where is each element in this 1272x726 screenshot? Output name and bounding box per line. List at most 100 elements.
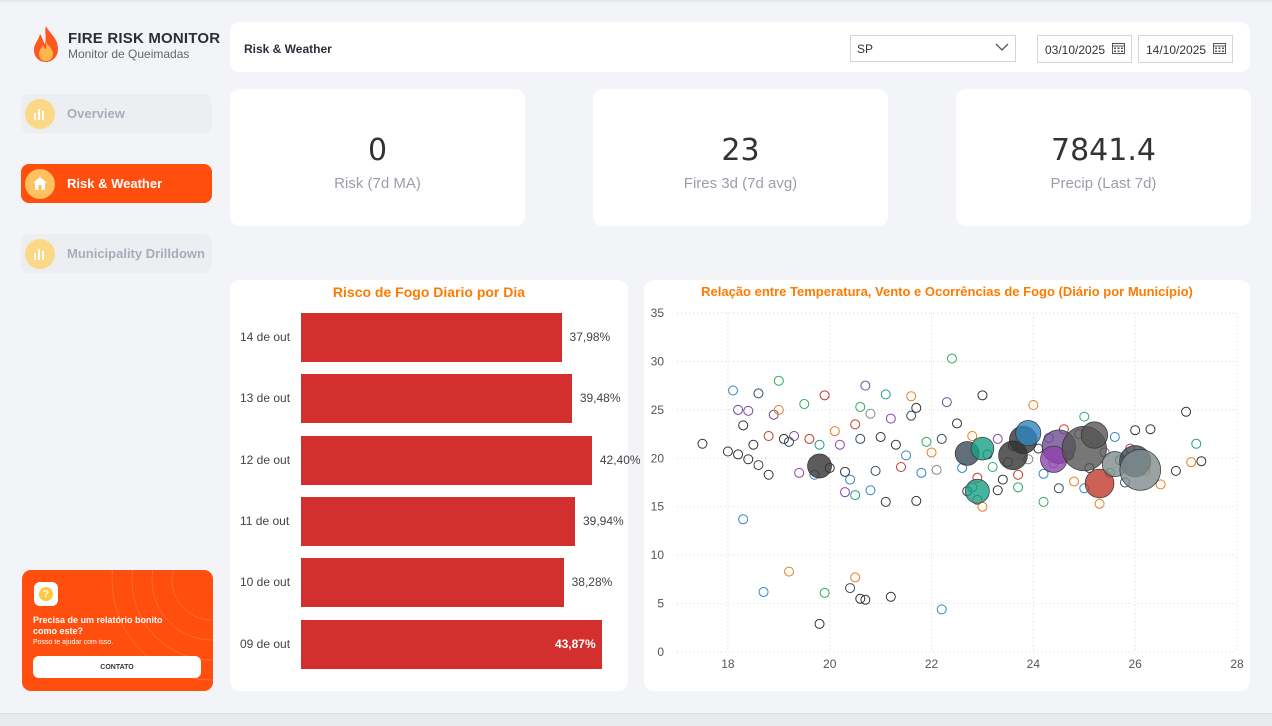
scatter-point[interactable]: [743, 454, 754, 465]
scatter-point[interactable]: [885, 591, 896, 602]
scatter-point[interactable]: [1094, 498, 1105, 509]
scatter-point[interactable]: [722, 446, 733, 457]
scatter-point[interactable]: [1155, 479, 1166, 490]
scatter-point[interactable]: [840, 466, 850, 477]
scatter-bubble[interactable]: [1084, 468, 1115, 499]
scatter-point[interactable]: [896, 462, 906, 473]
scatter-point[interactable]: [987, 462, 998, 473]
scatter-point[interactable]: [1130, 425, 1141, 436]
scatter-point[interactable]: [753, 460, 764, 471]
scatter-bubble[interactable]: [970, 436, 995, 461]
scatter-point[interactable]: [799, 399, 810, 410]
scatter-point[interactable]: [784, 566, 794, 577]
scatter-point[interactable]: [1109, 431, 1120, 442]
scatter-point[interactable]: [1013, 469, 1024, 480]
scatter-point[interactable]: [865, 408, 876, 419]
scatter-point[interactable]: [738, 420, 749, 431]
bar-mark[interactable]: [301, 313, 562, 362]
scatter-point[interactable]: [763, 431, 774, 442]
scatter-bubble[interactable]: [1080, 421, 1109, 449]
scatter-point[interactable]: [1191, 438, 1202, 449]
scatter-point[interactable]: [952, 418, 962, 429]
scatter-point[interactable]: [926, 447, 937, 458]
scatter-bubble[interactable]: [1119, 449, 1162, 491]
scatter-bubble[interactable]: [1015, 420, 1042, 447]
scatter-point[interactable]: [814, 439, 825, 450]
scatter-point[interactable]: [758, 586, 769, 597]
scatter-point[interactable]: [855, 401, 866, 412]
scatter-point[interactable]: [804, 433, 815, 444]
scatter-point[interactable]: [1186, 457, 1197, 468]
scatter-point[interactable]: [743, 405, 754, 416]
scatter-point[interactable]: [936, 604, 947, 615]
scatter-point[interactable]: [753, 388, 764, 399]
scatter-point[interactable]: [916, 467, 927, 478]
scatter-point[interactable]: [906, 391, 917, 402]
scatter-point[interactable]: [840, 487, 850, 498]
scatter-point[interactable]: [855, 433, 866, 444]
scatter-point[interactable]: [733, 449, 744, 460]
scatter-point[interactable]: [1038, 468, 1049, 479]
sidebar-item-risk-weather[interactable]: Risk & Weather: [21, 164, 212, 203]
scatter-point[interactable]: [784, 436, 794, 447]
scatter-point[interactable]: [845, 474, 856, 485]
sidebar-item-overview[interactable]: Overview: [21, 94, 212, 133]
scatter-point[interactable]: [829, 426, 840, 437]
scatter-point[interactable]: [773, 404, 784, 415]
scatter-point[interactable]: [855, 593, 866, 604]
bar-mark[interactable]: [301, 374, 572, 424]
scatter-point[interactable]: [911, 495, 922, 506]
scatter-point[interactable]: [1038, 496, 1049, 507]
scatter-point[interactable]: [911, 402, 922, 413]
scatter-point[interactable]: [794, 467, 805, 478]
scatter-point[interactable]: [850, 490, 861, 501]
scatter-point[interactable]: [1196, 456, 1207, 467]
scatter-point[interactable]: [977, 390, 988, 401]
scatter-point[interactable]: [880, 389, 891, 400]
bar-mark[interactable]: [301, 496, 575, 546]
scatter-bubble[interactable]: [965, 478, 990, 504]
scatter-point[interactable]: [1170, 465, 1181, 476]
scatter-point[interactable]: [819, 587, 830, 598]
scatter-point[interactable]: [1181, 406, 1192, 417]
scatter-point[interactable]: [768, 409, 779, 420]
sidebar-item-municipality-drilldown[interactable]: Municipality Drilldown: [21, 234, 212, 273]
scatter-point[interactable]: [946, 353, 957, 364]
scatter-point[interactable]: [733, 404, 744, 415]
scatter-point[interactable]: [931, 464, 942, 475]
scatter-point[interactable]: [819, 390, 830, 401]
scatter-point[interactable]: [921, 436, 932, 447]
bar-mark[interactable]: [301, 558, 564, 608]
scatter-point[interactable]: [789, 431, 800, 442]
scatter-point[interactable]: [850, 572, 861, 583]
scatter-point[interactable]: [773, 375, 784, 386]
scatter-point[interactable]: [997, 474, 1008, 485]
scatter-point[interactable]: [728, 385, 738, 396]
scatter-point[interactable]: [885, 413, 896, 424]
scatter-point[interactable]: [875, 431, 886, 442]
date-from-input[interactable]: 03/10/2025: [1037, 35, 1132, 63]
scatter-bubble[interactable]: [807, 453, 832, 479]
scatter-point[interactable]: [763, 469, 774, 480]
scatter-point[interactable]: [778, 433, 789, 444]
contact-button[interactable]: CONTATO: [33, 656, 201, 678]
scatter-point[interactable]: [901, 450, 912, 461]
scatter-point[interactable]: [860, 380, 871, 391]
scatter-point[interactable]: [967, 431, 978, 442]
scatter-point[interactable]: [834, 439, 845, 450]
scatter-point[interactable]: [890, 439, 901, 450]
date-to-input[interactable]: 14/10/2025: [1138, 35, 1233, 63]
scatter-point[interactable]: [1053, 483, 1064, 494]
scatter-point[interactable]: [941, 397, 952, 408]
scatter-point[interactable]: [860, 594, 871, 605]
scatter-point[interactable]: [906, 410, 917, 421]
scatter-point[interactable]: [992, 433, 1003, 444]
scatter-point[interactable]: [748, 439, 759, 450]
scatter-point[interactable]: [1069, 476, 1080, 487]
state-select[interactable]: SP: [850, 35, 1016, 62]
scatter-point[interactable]: [936, 433, 947, 444]
scatter-point[interactable]: [870, 465, 881, 476]
bar-mark[interactable]: [301, 619, 602, 669]
scatter-point[interactable]: [738, 514, 749, 525]
scatter-point[interactable]: [1013, 482, 1024, 493]
